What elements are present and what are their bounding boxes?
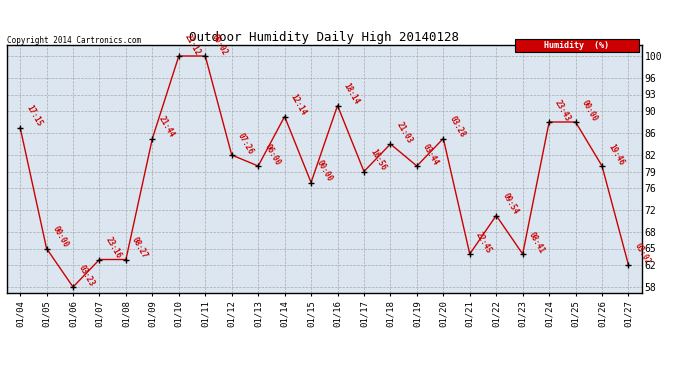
Text: 03:02: 03:02 [633,241,652,266]
FancyBboxPatch shape [515,39,638,53]
Text: 07:26: 07:26 [236,131,255,156]
Text: 21:12: 21:12 [183,32,202,57]
Text: 06:00: 06:00 [262,142,282,166]
Text: 03:28: 03:28 [448,115,467,139]
Text: 23:43: 23:43 [553,98,573,123]
Text: 00:02: 00:02 [210,32,229,57]
Text: 16:56: 16:56 [368,148,388,172]
Text: 12:14: 12:14 [289,93,308,117]
Text: 18:14: 18:14 [342,82,361,106]
Text: 21:03: 21:03 [395,120,414,145]
Text: 00:00: 00:00 [315,159,335,183]
Text: 17:15: 17:15 [24,104,43,128]
Text: 03:44: 03:44 [421,142,440,166]
Text: 19:46: 19:46 [607,142,626,166]
Text: 21:44: 21:44 [157,115,176,139]
Text: 08:27: 08:27 [130,236,150,260]
Text: 09:54: 09:54 [500,192,520,216]
Text: 22:45: 22:45 [474,230,493,255]
Text: Copyright 2014 Cartronics.com: Copyright 2014 Cartronics.com [7,36,141,45]
Text: Humidity  (%): Humidity (%) [544,41,609,50]
Text: 23:16: 23:16 [104,236,123,260]
Title: Outdoor Humidity Daily High 20140128: Outdoor Humidity Daily High 20140128 [189,31,460,44]
Text: 00:00: 00:00 [580,98,599,123]
Text: 08:41: 08:41 [527,230,546,255]
Text: 00:00: 00:00 [51,225,70,249]
Text: 03:23: 03:23 [77,263,97,288]
